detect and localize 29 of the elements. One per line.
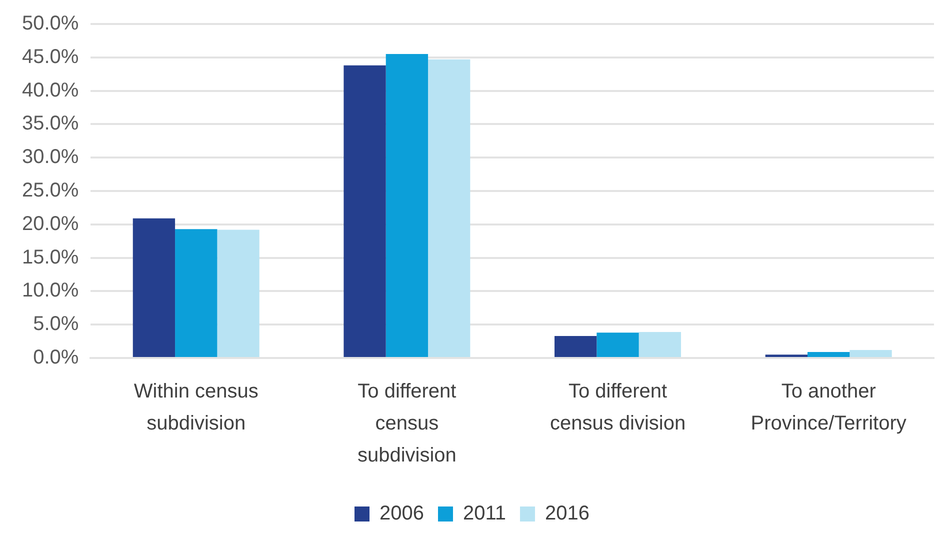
legend-label: 2016 — [545, 502, 590, 525]
y-tick-label: 20.0% — [22, 212, 79, 235]
bar — [428, 59, 470, 357]
y-tick-label: 40.0% — [22, 79, 79, 102]
y-tick-label: 25.0% — [22, 180, 79, 202]
y-tick-label: 45.0% — [22, 46, 79, 68]
x-tick-label: To different census division — [550, 380, 686, 435]
y-tick-label: 15.0% — [22, 246, 79, 268]
x-tick-label: Within census subdivision — [134, 380, 258, 435]
bar — [132, 218, 176, 357]
y-tick-label: 30.0% — [22, 146, 79, 168]
bar — [596, 332, 639, 357]
bar — [808, 352, 850, 357]
bar — [850, 350, 892, 357]
y-tick-label: 50.0% — [22, 12, 79, 35]
bar — [638, 332, 682, 357]
y-tick-label: 10.0% — [22, 280, 79, 302]
bar — [344, 65, 386, 357]
bar — [554, 336, 597, 357]
y-tick-label: 35.0% — [22, 112, 79, 135]
y-tick-label: 5.0% — [33, 313, 79, 336]
legend-label: 2006 — [380, 502, 424, 525]
bar — [175, 229, 218, 357]
bar — [386, 54, 428, 357]
x-tick-label: To another Province/Territory — [750, 380, 906, 435]
bar — [217, 230, 260, 357]
x-tick-label: To different census subdivision — [357, 380, 457, 467]
legend-label: 2011 — [462, 502, 506, 525]
y-tick-label: 0.0% — [33, 346, 79, 369]
